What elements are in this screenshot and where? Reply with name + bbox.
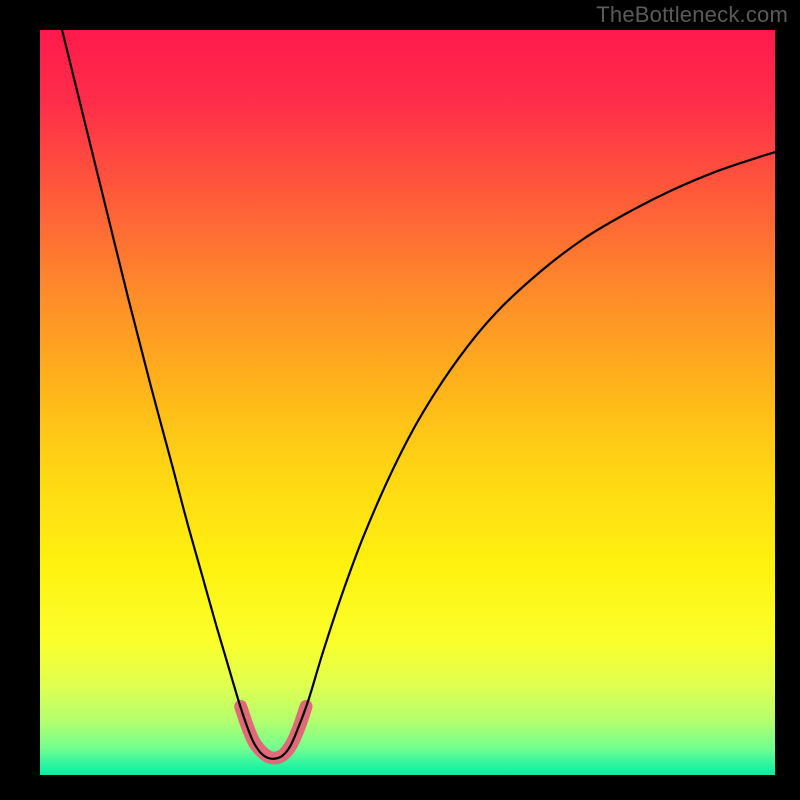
curve-layer: [0, 0, 800, 800]
chart-stage: TheBottleneck.com: [0, 0, 800, 800]
bottleneck-curve: [62, 30, 775, 759]
watermark-text: TheBottleneck.com: [596, 2, 788, 28]
